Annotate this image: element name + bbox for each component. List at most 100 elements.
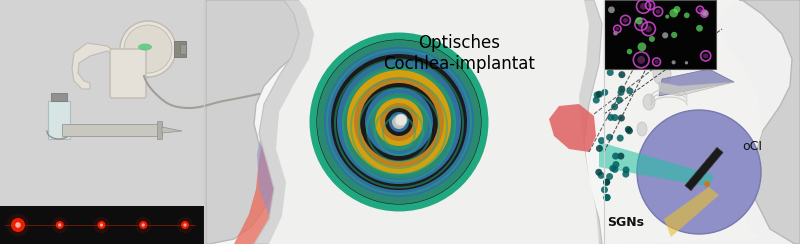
Circle shape xyxy=(183,224,186,227)
Circle shape xyxy=(612,152,619,160)
Circle shape xyxy=(684,12,690,18)
Circle shape xyxy=(317,40,481,204)
Circle shape xyxy=(98,221,106,229)
Circle shape xyxy=(135,217,151,233)
Circle shape xyxy=(389,112,409,132)
Circle shape xyxy=(704,181,710,187)
Circle shape xyxy=(596,145,603,152)
Circle shape xyxy=(606,69,614,76)
Circle shape xyxy=(611,114,618,121)
Circle shape xyxy=(613,161,619,168)
Bar xyxy=(604,0,800,244)
Circle shape xyxy=(602,89,608,96)
Circle shape xyxy=(595,169,602,176)
Circle shape xyxy=(177,217,193,233)
Circle shape xyxy=(649,36,655,42)
Circle shape xyxy=(671,32,678,38)
Circle shape xyxy=(365,88,433,156)
Circle shape xyxy=(139,221,147,229)
Circle shape xyxy=(613,31,618,35)
Polygon shape xyxy=(604,0,800,244)
Circle shape xyxy=(598,137,605,144)
Circle shape xyxy=(610,165,616,172)
Circle shape xyxy=(703,53,708,58)
Circle shape xyxy=(626,127,633,134)
Circle shape xyxy=(698,8,702,11)
Circle shape xyxy=(354,77,444,167)
Circle shape xyxy=(626,87,634,94)
Ellipse shape xyxy=(637,122,647,136)
Polygon shape xyxy=(234,119,314,244)
Circle shape xyxy=(120,21,176,77)
Circle shape xyxy=(638,56,645,64)
Circle shape xyxy=(395,114,407,126)
Circle shape xyxy=(637,110,761,234)
Circle shape xyxy=(638,42,646,51)
Bar xyxy=(0,206,204,244)
Polygon shape xyxy=(269,0,599,244)
Circle shape xyxy=(375,98,423,146)
Bar xyxy=(48,101,70,139)
Polygon shape xyxy=(599,142,714,187)
Circle shape xyxy=(370,93,428,151)
Polygon shape xyxy=(72,43,114,89)
Circle shape xyxy=(596,91,603,98)
Circle shape xyxy=(623,18,628,23)
Bar xyxy=(204,0,604,244)
Circle shape xyxy=(618,152,624,160)
Polygon shape xyxy=(604,0,762,244)
Circle shape xyxy=(181,221,189,229)
Circle shape xyxy=(395,118,403,126)
Ellipse shape xyxy=(639,147,653,165)
Circle shape xyxy=(654,60,658,64)
Circle shape xyxy=(142,224,145,227)
Circle shape xyxy=(331,54,467,190)
Circle shape xyxy=(702,10,707,16)
Circle shape xyxy=(15,222,21,228)
Ellipse shape xyxy=(643,94,655,110)
FancyBboxPatch shape xyxy=(110,49,146,98)
Circle shape xyxy=(94,217,110,233)
Circle shape xyxy=(385,108,413,136)
Polygon shape xyxy=(664,187,719,237)
Circle shape xyxy=(611,103,618,110)
Circle shape xyxy=(11,218,25,232)
Circle shape xyxy=(380,103,418,141)
Circle shape xyxy=(618,71,626,78)
Circle shape xyxy=(626,49,632,54)
Circle shape xyxy=(674,6,681,13)
Circle shape xyxy=(324,47,474,197)
Circle shape xyxy=(311,34,487,210)
Circle shape xyxy=(696,25,703,32)
Bar xyxy=(0,0,204,206)
Circle shape xyxy=(671,60,676,64)
Circle shape xyxy=(608,6,615,13)
Circle shape xyxy=(593,97,600,103)
Circle shape xyxy=(603,178,610,185)
Circle shape xyxy=(622,166,630,173)
Polygon shape xyxy=(659,82,734,96)
Bar xyxy=(174,41,186,57)
Bar xyxy=(62,124,162,136)
Ellipse shape xyxy=(138,43,152,51)
Polygon shape xyxy=(549,104,596,152)
Circle shape xyxy=(635,17,642,24)
Wedge shape xyxy=(419,107,487,164)
Polygon shape xyxy=(206,0,304,244)
Circle shape xyxy=(360,83,438,161)
Circle shape xyxy=(598,172,605,179)
Circle shape xyxy=(52,217,68,233)
Ellipse shape xyxy=(653,63,671,85)
Circle shape xyxy=(611,166,618,173)
Circle shape xyxy=(604,194,610,201)
Circle shape xyxy=(100,224,103,227)
Circle shape xyxy=(670,9,678,18)
Circle shape xyxy=(645,25,652,32)
Circle shape xyxy=(7,214,29,236)
Circle shape xyxy=(685,61,688,64)
Circle shape xyxy=(606,134,613,141)
Circle shape xyxy=(625,126,632,133)
Circle shape xyxy=(640,3,647,10)
Bar xyxy=(157,121,162,139)
Circle shape xyxy=(617,135,624,142)
